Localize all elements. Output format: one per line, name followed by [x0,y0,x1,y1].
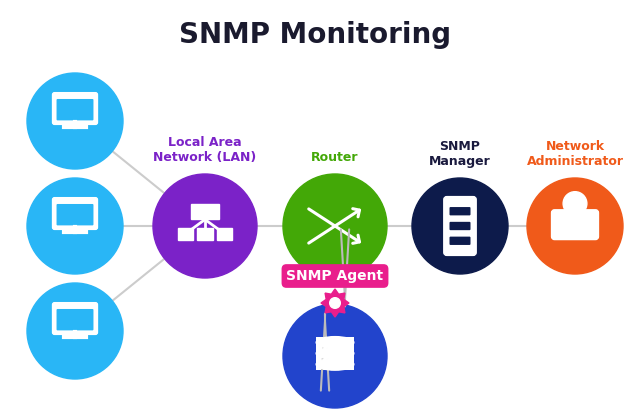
Text: Router: Router [311,151,358,164]
FancyBboxPatch shape [551,210,598,240]
Circle shape [27,178,123,274]
Circle shape [527,178,623,274]
Text: Local Area
Network (LAN): Local Area Network (LAN) [153,136,256,164]
FancyBboxPatch shape [57,99,93,120]
FancyBboxPatch shape [191,204,219,219]
FancyBboxPatch shape [52,92,98,125]
FancyBboxPatch shape [449,207,471,215]
FancyBboxPatch shape [449,237,471,245]
FancyBboxPatch shape [57,309,93,330]
FancyBboxPatch shape [52,302,98,335]
FancyBboxPatch shape [52,198,98,229]
Circle shape [464,238,469,243]
Ellipse shape [316,348,354,359]
FancyBboxPatch shape [217,228,232,240]
FancyBboxPatch shape [178,228,193,240]
FancyBboxPatch shape [316,337,354,370]
Text: SNMP
Manager: SNMP Manager [429,140,491,168]
Polygon shape [321,289,349,317]
Circle shape [27,73,123,169]
FancyBboxPatch shape [444,196,476,255]
Circle shape [27,283,123,379]
FancyBboxPatch shape [197,228,213,240]
Circle shape [329,298,340,308]
Circle shape [153,174,257,278]
Ellipse shape [316,358,354,370]
Circle shape [283,174,387,278]
FancyBboxPatch shape [57,204,93,225]
Text: SNMP Agent: SNMP Agent [287,269,384,283]
Circle shape [283,304,387,408]
Circle shape [412,178,508,274]
FancyBboxPatch shape [449,222,471,230]
Circle shape [563,192,587,215]
Ellipse shape [316,337,354,349]
Text: Network
Administrator: Network Administrator [527,140,624,168]
Text: SNMP Monitoring: SNMP Monitoring [179,21,451,49]
